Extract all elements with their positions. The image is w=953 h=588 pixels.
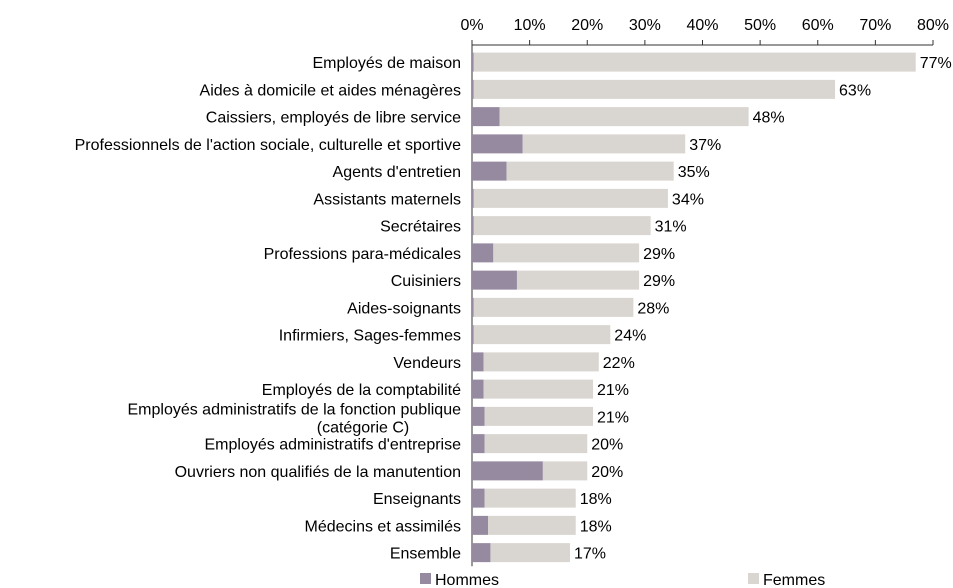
- category-label: Vendeurs: [393, 355, 461, 372]
- bar-hommes: [472, 79, 474, 99]
- x-tick-label: 80%: [917, 17, 949, 34]
- data-label: 31%: [655, 219, 687, 236]
- data-label: 37%: [689, 137, 721, 154]
- bar-femmes: [499, 107, 749, 127]
- bar-hommes: [472, 107, 500, 127]
- bar-femmes: [473, 216, 651, 236]
- bar-femmes: [542, 461, 588, 481]
- data-label: 20%: [591, 464, 623, 481]
- legend-label-femmes: Femmes: [763, 572, 825, 588]
- category-label: Aides à domicile et aides ménagères: [200, 82, 461, 99]
- bar-femmes: [484, 488, 576, 508]
- bar-hommes: [472, 461, 543, 481]
- x-tick-label: 60%: [802, 17, 834, 34]
- legend-swatch-femmes: [748, 573, 759, 584]
- bar-hommes: [472, 488, 485, 508]
- data-label: 77%: [920, 55, 952, 72]
- category-label: Infirmiers, Sages-femmes: [279, 328, 461, 345]
- bar-femmes: [488, 515, 576, 535]
- data-label: 28%: [637, 300, 669, 317]
- category-label: Ouvriers non qualifiés de la manutention: [175, 464, 461, 481]
- bar-hommes: [472, 434, 485, 454]
- bar-femmes: [473, 297, 634, 317]
- bar-hommes: [472, 216, 474, 236]
- bar-hommes: [472, 52, 474, 72]
- category-label: Employés administratifs d'entreprise: [205, 437, 462, 454]
- data-label: 63%: [839, 82, 871, 99]
- data-label: 48%: [753, 110, 785, 127]
- bar-hommes: [472, 515, 489, 535]
- category-label: Employés administratifs de la fonction p…: [127, 401, 461, 418]
- bar-hommes: [472, 379, 484, 399]
- bar-hommes: [472, 297, 474, 317]
- data-label: 18%: [580, 518, 612, 535]
- category-label: Caissiers, employés de libre service: [206, 110, 461, 127]
- data-label: 22%: [603, 355, 635, 372]
- bar-hommes: [472, 543, 491, 563]
- x-tick-label: 10%: [514, 17, 546, 34]
- x-tick-label: 30%: [629, 17, 661, 34]
- bar-hommes: [472, 325, 474, 345]
- bar-hommes: [472, 243, 494, 263]
- data-label: 24%: [614, 328, 646, 345]
- bar-femmes: [473, 52, 916, 72]
- bar-hommes: [472, 352, 484, 372]
- x-tick-label: 50%: [744, 17, 776, 34]
- category-label: Aides-soignants: [347, 300, 461, 317]
- bar-femmes: [473, 188, 668, 208]
- category-label: Ensemble: [390, 546, 461, 563]
- category-label: Employés de maison: [312, 55, 461, 72]
- bar-hommes: [472, 161, 507, 181]
- bar-femmes: [483, 379, 594, 399]
- data-label: 21%: [597, 409, 629, 426]
- category-label: Assistants maternels: [313, 191, 461, 208]
- category-label: Cuisiniers: [391, 273, 461, 290]
- bar-femmes: [473, 325, 611, 345]
- data-label: 20%: [591, 437, 623, 454]
- category-label: Enseignants: [373, 491, 461, 508]
- data-label: 29%: [643, 246, 675, 263]
- bar-femmes: [484, 434, 588, 454]
- category-label: Médecins et assimilés: [305, 518, 462, 535]
- bar-femmes: [473, 79, 836, 99]
- bar-femmes: [493, 243, 640, 263]
- category-label: Agents d'entretien: [333, 164, 461, 181]
- category-label: Professions para-médicales: [264, 246, 461, 263]
- category-label-cont: (catégorie C): [317, 419, 409, 436]
- legend-label-hommes: Hommes: [435, 572, 499, 588]
- bar-hommes: [472, 270, 517, 290]
- category-label: Employés de la comptabilité: [262, 382, 461, 399]
- x-tick-label: 70%: [859, 17, 891, 34]
- legend-swatch-hommes: [420, 573, 431, 584]
- bar-femmes: [516, 270, 640, 290]
- bar-femmes: [484, 406, 594, 426]
- data-label: 17%: [574, 546, 606, 563]
- bar-femmes: [490, 543, 570, 563]
- category-label: Secrétaires: [380, 219, 461, 236]
- bar-hommes: [472, 134, 523, 154]
- bar-hommes: [472, 406, 485, 426]
- bar-femmes: [506, 161, 674, 181]
- x-tick-label: 20%: [571, 17, 603, 34]
- data-label: 18%: [580, 491, 612, 508]
- data-label: 21%: [597, 382, 629, 399]
- x-tick-label: 0%: [460, 17, 483, 34]
- data-label: 35%: [678, 164, 710, 181]
- category-label: Professionnels de l'action sociale, cult…: [75, 137, 461, 154]
- bar-hommes: [472, 188, 474, 208]
- bar-femmes: [522, 134, 686, 154]
- bar-femmes: [483, 352, 599, 372]
- x-tick-label: 40%: [686, 17, 718, 34]
- data-label: 29%: [643, 273, 675, 290]
- data-label: 34%: [672, 191, 704, 208]
